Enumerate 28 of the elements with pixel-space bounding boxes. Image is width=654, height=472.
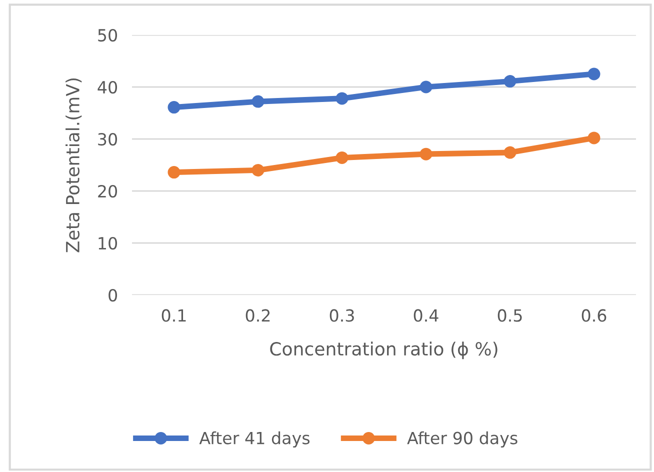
point — [588, 132, 600, 144]
point — [168, 101, 180, 114]
point — [504, 75, 516, 88]
y-tick-label: 50 — [98, 28, 118, 42]
point — [420, 148, 432, 160]
x-tick-label: 0.3 — [330, 309, 354, 322]
point — [252, 164, 264, 176]
legend-label: After 41 days — [199, 431, 310, 448]
point — [420, 80, 432, 94]
y-tick-label: 30 — [98, 132, 118, 146]
y-axis-title: Zeta Potential.(mV) — [66, 78, 82, 252]
y-tick-label: 20 — [98, 184, 118, 198]
x-tick-label: 0.5 — [498, 309, 522, 322]
x-tick-label: 0.2 — [246, 309, 270, 322]
legend-label: After 90 days — [407, 431, 518, 448]
y-tick-label: 10 — [98, 236, 118, 250]
x-tick-label: 0.4 — [414, 309, 438, 322]
x-tick-label: 0.1 — [162, 309, 186, 322]
point — [336, 92, 348, 105]
y-tick-label: 0 — [108, 288, 118, 302]
point — [252, 95, 264, 108]
y-tick-label: 40 — [98, 80, 118, 94]
point — [336, 151, 348, 164]
x-axis-title: Concentration ratio (ϕ %) — [270, 342, 498, 360]
point — [168, 166, 180, 179]
x-tick-label: 0.6 — [582, 309, 606, 322]
point — [588, 68, 600, 80]
point — [504, 146, 516, 159]
